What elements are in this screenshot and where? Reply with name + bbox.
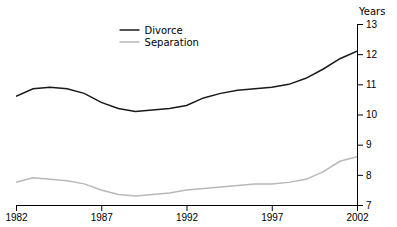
x-tick-mark	[187, 205, 188, 211]
x-tick: 1982	[5, 205, 28, 223]
x-tick: 1992	[176, 205, 199, 223]
y-tick: 8	[357, 170, 372, 181]
lines	[16, 51, 357, 196]
y-axis: 7 8 9 10 11 12 13	[357, 19, 378, 211]
legend-item: Separation	[120, 37, 199, 48]
y-tick-label: 12	[366, 49, 378, 60]
y-tick-label: 11	[366, 79, 377, 90]
y-tick: 7	[357, 200, 372, 211]
x-tick-label: 1997	[261, 212, 284, 223]
x-tick: 1987	[91, 205, 114, 223]
y-tick-mark	[357, 175, 363, 176]
y-tick: 10	[357, 109, 378, 120]
line	[16, 51, 357, 111]
y-tick-label: 9	[366, 139, 372, 150]
y-axis-line	[358, 25, 364, 206]
plot: 1982 1987 1992 1997 20027 8 9 10 11 12 13	[5, 19, 377, 223]
x-axis-line	[17, 206, 358, 212]
legend-item: Divorce	[120, 25, 183, 36]
x-tick-mark	[16, 205, 17, 211]
x-tick: 1997	[261, 205, 284, 223]
y-tick-mark	[357, 145, 363, 146]
y-tick-mark	[357, 54, 363, 55]
y-tick: 11	[357, 79, 377, 90]
y-tick-label: 13	[366, 19, 378, 30]
y-tick-label: 7	[366, 200, 372, 211]
y-tick-mark	[357, 205, 363, 206]
chart: 1982 1987 1992 1997 20027 8 9 10 11 12 13 Years Divo…	[0, 0, 397, 227]
legend-label: Divorce	[145, 25, 183, 36]
x-tick-label: 1982	[5, 212, 28, 223]
x-axis: 1982 1987 1992 1997 2002	[5, 205, 369, 223]
y-tick-mark	[357, 84, 363, 85]
legend-swatch	[120, 29, 140, 31]
line	[16, 157, 357, 196]
y-tick: 9	[357, 139, 372, 150]
x-tick-mark	[101, 205, 102, 211]
legend-label: Separation	[145, 37, 199, 48]
y-tick: 13	[357, 19, 378, 30]
legend-swatch	[120, 41, 140, 43]
y-tick-label: 10	[366, 109, 378, 120]
x-tick-mark	[272, 205, 273, 211]
legend: DivorceSeparation	[120, 25, 199, 48]
y-axis-title: Years	[358, 6, 385, 17]
x-tick-label: 2002	[346, 212, 369, 223]
y-tick-mark	[357, 115, 363, 116]
y-tick-mark	[357, 24, 363, 25]
y-tick-label: 8	[366, 170, 372, 181]
x-tick-label: 1992	[176, 212, 199, 223]
y-tick: 12	[357, 49, 378, 60]
x-tick-label: 1987	[91, 212, 114, 223]
